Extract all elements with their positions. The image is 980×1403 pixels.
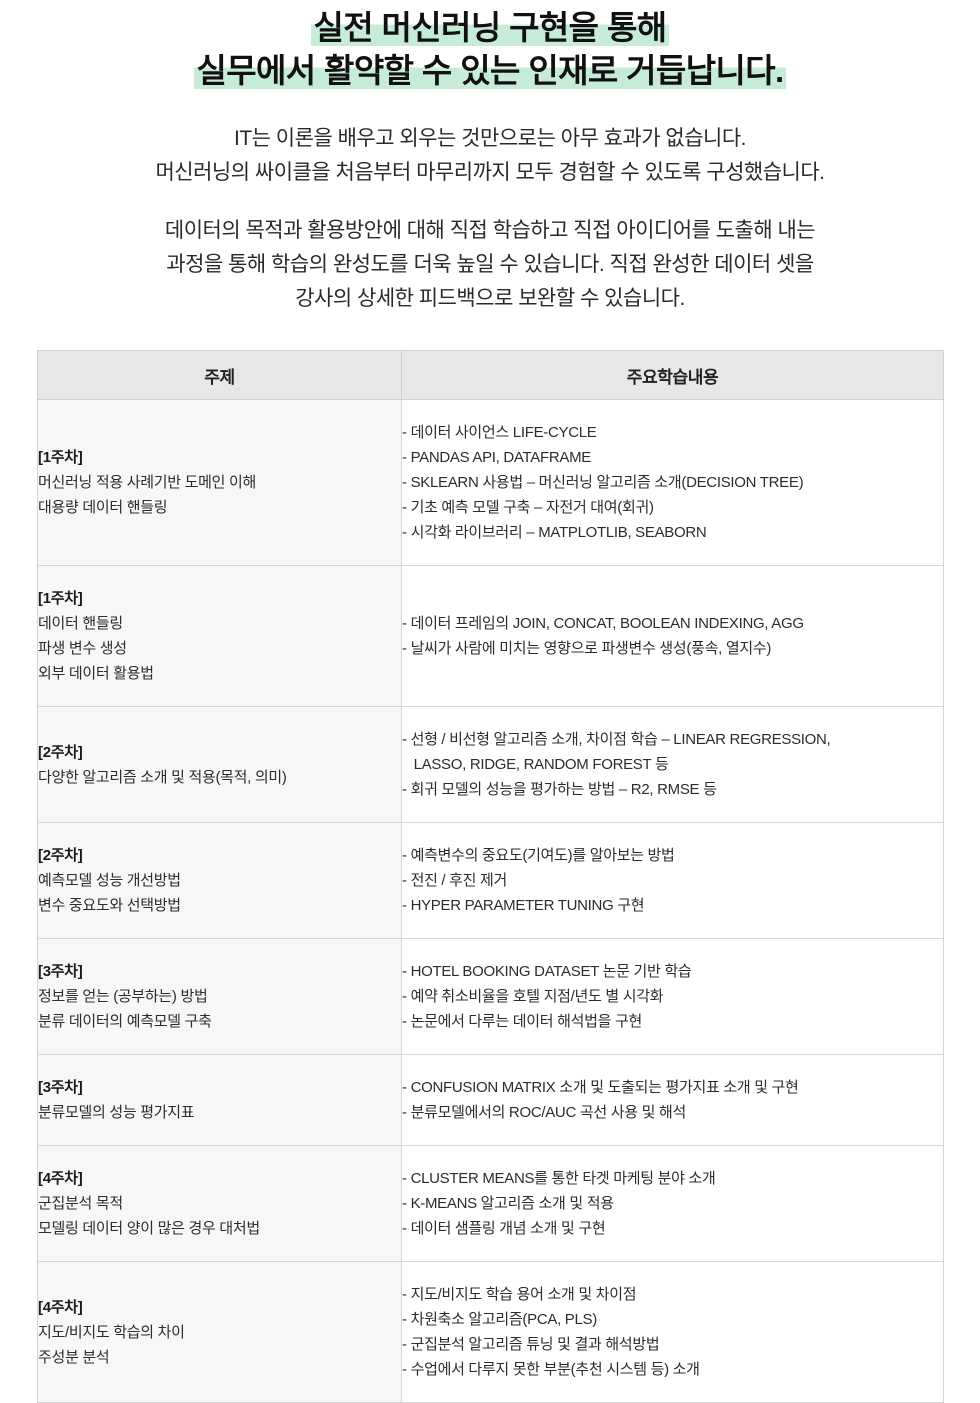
intro-paragraph-1: IT는 이론을 배우고 외우는 것만으로는 아무 효과가 없습니다. 머신러닝의… [0, 122, 980, 190]
table-header-row: 주제 주요학습내용 [37, 350, 944, 400]
week-tag: [1주차] [38, 590, 83, 607]
column-header-content: 주요학습내용 [401, 350, 944, 400]
content-bullet: - 시각화 라이브러리 – MATPLOTLIB, SEABORN [402, 524, 707, 541]
topic-cell: [3주차] 분류모델의 성능 평가지표 [37, 1054, 402, 1146]
content-bullet: - 차원축소 알고리즘(PCA, PLS) [402, 1311, 597, 1328]
intro-paragraph-2: 데이터의 목적과 활용방안에 대해 직접 학습하고 직접 아이디어를 도출해 내… [0, 214, 980, 316]
content-bullet: - 수업에서 다루지 못한 부분(추천 시스템 등) 소개 [402, 1361, 700, 1378]
column-header-topic: 주제 [37, 350, 402, 400]
content-bullet: - CLUSTER MEANS를 통한 타겟 마케팅 분야 소개 [402, 1170, 716, 1187]
topic-line: 분류 데이터의 예측모델 구축 [38, 1013, 212, 1030]
content-cell: - 지도/비지도 학습 용어 소개 및 차이점 - 차원축소 알고리즘(PCA, … [401, 1261, 944, 1403]
content-cell: - 데이터 프레임의 JOIN, CONCAT, BOOLEAN INDEXIN… [401, 565, 944, 707]
topic-line: 군집분석 목적 [38, 1195, 123, 1212]
topic-line: 분류모델의 성능 평가지표 [38, 1104, 195, 1121]
intro-paragraph-1-line-2: 머신러닝의 싸이클을 처음부터 마무리까지 모두 경험할 수 있도록 구성했습니… [155, 161, 825, 184]
content-cell: - 데이터 사이언스 LIFE-CYCLE - PANDAS API, DATAF… [401, 399, 944, 566]
content-bullet: - PANDAS API, DATAFRAME [402, 449, 591, 466]
table-row: [3주차] 분류모델의 성능 평가지표 - CONFUSION MATRIX 소개 … [37, 1054, 944, 1146]
content-bullet: - 선형 / 비선형 알고리즘 소개, 차이점 학습 – LINEAR REGR… [402, 731, 831, 748]
content-bullet: - 기초 예측 모델 구축 – 자전거 대여(회귀) [402, 499, 654, 516]
content-bullet: - HYPER PARAMETER TUNING 구현 [402, 897, 645, 914]
intro-section: IT는 이론을 배우고 외우는 것만으로는 아무 효과가 없습니다. 머신러닝의… [0, 122, 980, 316]
headline-line-2: 실무에서 활약할 수 있는 인재로 거듭납니다. [0, 49, 980, 92]
intro-paragraph-2-line-3: 강사의 상세한 피드백으로 보완할 수 있습니다. [295, 287, 685, 310]
week-tag: [4주차] [38, 1298, 83, 1316]
topic-line: 지도/비지도 학습의 차이 [38, 1323, 185, 1341]
content-bullet: - SKLEARN 사용법 – 머신러닝 알고리즘 소개(DECISION TR… [402, 474, 804, 491]
topic-line: 모델링 데이터 양이 많은 경우 대처법 [38, 1220, 260, 1237]
week-tag: [4주차] [38, 1170, 83, 1187]
content-bullet: - 데이터 프레임의 JOIN, CONCAT, BOOLEAN INDEXIN… [402, 615, 804, 632]
week-tag: [2주차] [38, 847, 83, 864]
topic-line: 파생 변수 생성 [38, 640, 127, 657]
content-bullet: - 분류모델에서의 ROC/AUC 곡선 사용 및 해석 [402, 1104, 686, 1121]
topic-line: 다양한 알고리즘 소개 및 적용(목적, 의미) [38, 768, 287, 786]
headline-line-1: 실전 머신러닝 구현을 통해 [0, 6, 980, 49]
topic-line: 머신러닝 적용 사례기반 도메인 이해 [38, 474, 256, 491]
content-bullet: - 회귀 모델의 성능을 평가하는 방법 – R2, RMSE 등 [402, 781, 717, 798]
intro-paragraph-1-line-1: IT는 이론을 배우고 외우는 것만으로는 아무 효과가 없습니다. [233, 127, 747, 150]
topic-line: 주성분 분석 [38, 1348, 110, 1366]
table-head: 주제 주요학습내용 [37, 350, 944, 400]
page-headline: 실전 머신러닝 구현을 통해 실무에서 활약할 수 있는 인재로 거듭납니다. [0, 0, 980, 92]
intro-paragraph-2-line-1: 데이터의 목적과 활용방안에 대해 직접 학습하고 직접 아이디어를 도출해 내… [164, 219, 816, 242]
content-cell: - 선형 / 비선형 알고리즘 소개, 차이점 학습 – LINEAR REGR… [401, 706, 944, 823]
content-cell: - 예측변수의 중요도(기여도)를 알아보는 방법 - 전진 / 후진 제거 - H… [401, 822, 944, 939]
content-bullet: - 예약 취소비율을 호텔 지점/년도 별 시각화 [402, 988, 664, 1005]
week-tag: [3주차] [38, 963, 83, 980]
topic-line: 변수 중요도와 선택방법 [38, 897, 181, 914]
content-bullet: - CONFUSION MATRIX 소개 및 도출되는 평가지표 소개 및 구… [402, 1079, 799, 1096]
content-bullet: - 지도/비지도 학습 용어 소개 및 차이점 [402, 1286, 637, 1303]
content-cell: - CONFUSION MATRIX 소개 및 도출되는 평가지표 소개 및 구… [401, 1054, 944, 1146]
content-bullet: - 전진 / 후진 제거 [402, 872, 508, 889]
content-bullet: - 날씨가 사람에 미치는 영향으로 파생변수 생성(풍속, 열지수) [402, 640, 772, 657]
intro-paragraph-2-line-2: 과정을 통해 학습의 완성도를 더욱 높일 수 있습니다. 직접 완성한 데이터… [166, 253, 814, 276]
content-bullet: - 군집분석 알고리즘 튜닝 및 결과 해석방법 [402, 1336, 660, 1353]
content-bullet: LASSO, RIDGE, RANDOM FOREST 등 [402, 756, 669, 773]
headline-highlight-2: 실무에서 활약할 수 있는 인재로 거듭납니다. [194, 52, 786, 89]
week-tag: [1주차] [38, 449, 83, 466]
content-bullet: - 데이터 사이언스 LIFE-CYCLE [402, 424, 597, 441]
content-cell: - CLUSTER MEANS를 통한 타겟 마케팅 분야 소개 - K-MEAN… [401, 1145, 944, 1262]
content-bullet: - 데이터 샘플링 개념 소개 및 구현 [402, 1220, 606, 1237]
content-cell: - HOTEL BOOKING DATASET 논문 기반 학습 - 예약 취소비… [401, 938, 944, 1055]
content-bullet: - 논문에서 다루는 데이터 해석법을 구현 [402, 1013, 643, 1030]
week-tag: [2주차] [38, 743, 83, 761]
content-bullet: - 예측변수의 중요도(기여도)를 알아보는 방법 [402, 847, 675, 864]
content-bullet: - HOTEL BOOKING DATASET 논문 기반 학습 [402, 963, 692, 980]
content-bullet: - K-MEANS 알고리즘 소개 및 적용 [402, 1195, 614, 1212]
headline-highlight-1: 실전 머신러닝 구현을 통해 [311, 9, 669, 46]
topic-line: 정보를 얻는 (공부하는) 방법 [38, 988, 208, 1005]
table-row: [2주차] 다양한 알고리즘 소개 및 적용(목적, 의미) - 선형 / 비선형 … [37, 706, 944, 823]
week-tag: [3주차] [38, 1079, 83, 1096]
topic-line: 데이터 핸들링 [38, 615, 123, 632]
topic-cell: [2주차] 다양한 알고리즘 소개 및 적용(목적, 의미) [37, 706, 402, 823]
topic-line: 대용량 데이터 핸들링 [38, 499, 168, 516]
topic-line: 외부 데이터 활용법 [38, 665, 154, 682]
topic-line: 예측모델 성능 개선방법 [38, 872, 181, 889]
